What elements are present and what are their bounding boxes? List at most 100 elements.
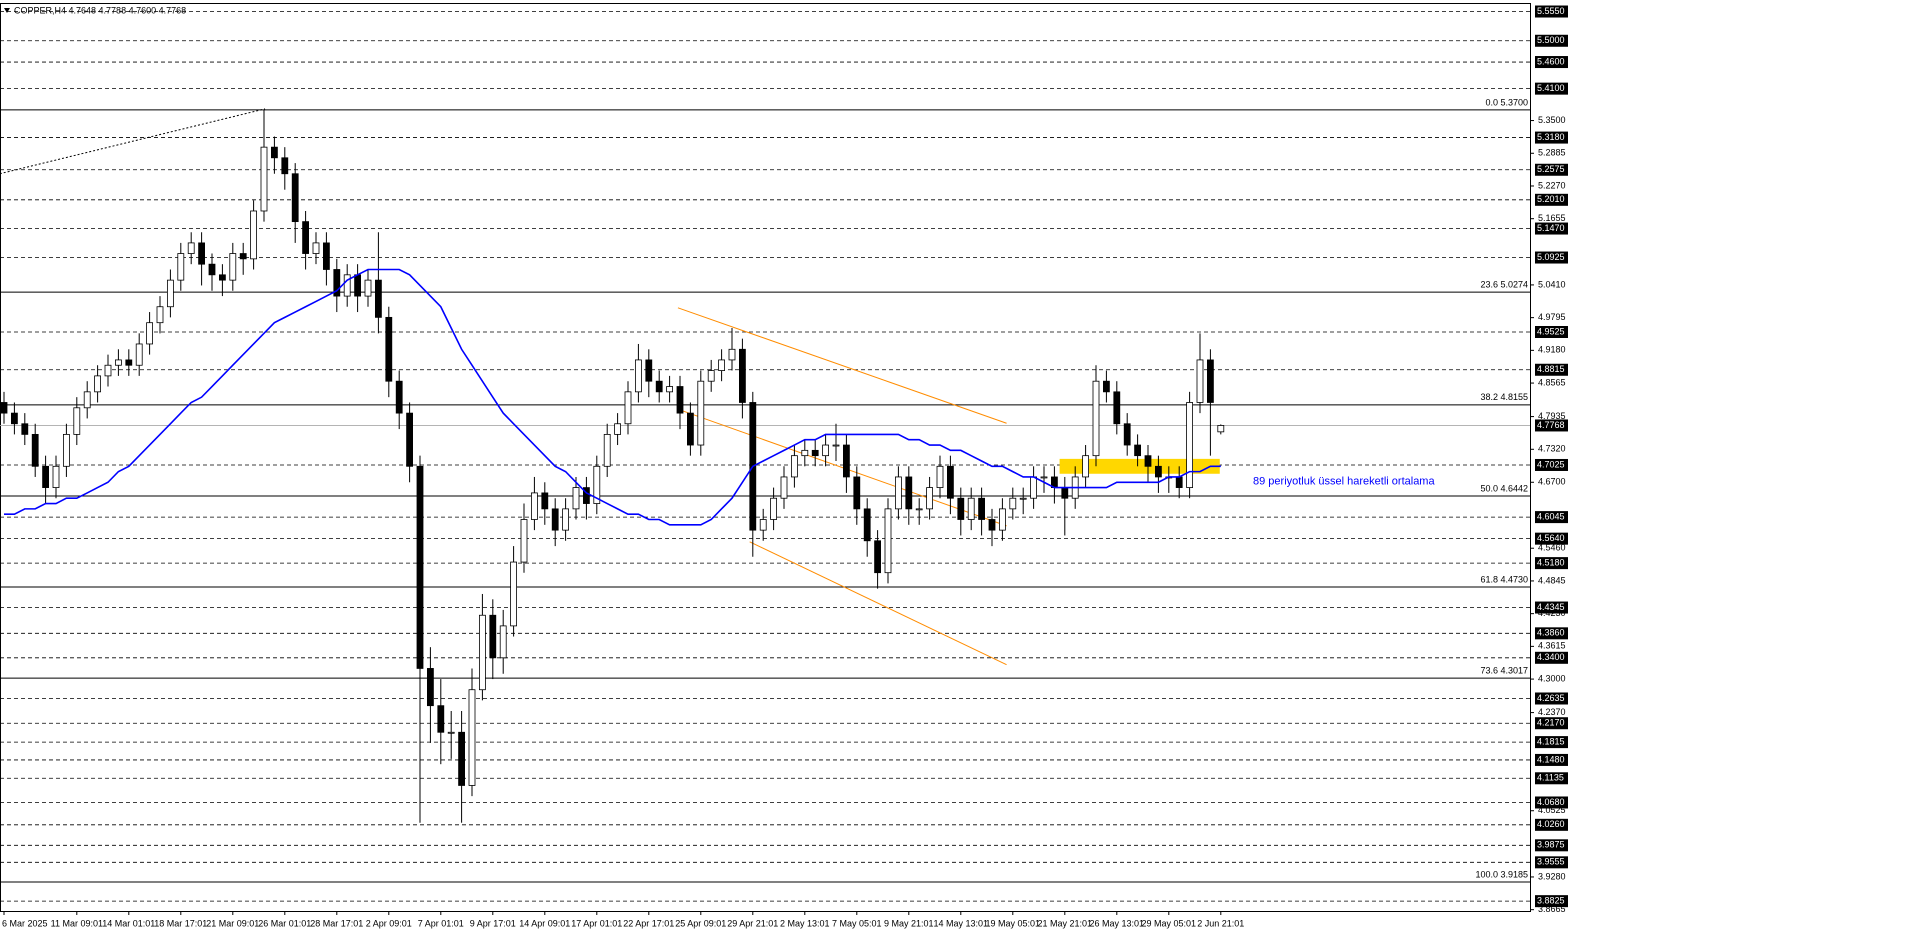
candle-body <box>1092 380 1100 457</box>
candle-body <box>843 444 850 478</box>
chart-title: COPPER,H4 4.7648 4.7788 4.7600 4.7768 <box>14 5 186 15</box>
candle-body <box>250 210 258 260</box>
level-label: 4.3860 <box>1537 628 1565 638</box>
fib-label: 100.0 3.9185 <box>1475 869 1528 879</box>
x-tick-label: 25 Apr 09:01 <box>675 918 726 928</box>
level-label-box <box>1535 895 1568 908</box>
candle-body <box>759 519 767 531</box>
fib-label: 73.6 4.3017 <box>1480 666 1528 676</box>
candle-body <box>666 386 673 393</box>
level-label-box <box>1535 627 1568 640</box>
x-tick-label: 2 Jun 21:01 <box>1197 918 1244 928</box>
menu-arrow[interactable] <box>4 8 10 13</box>
candle-body <box>94 375 101 393</box>
x-tick-label: 9 Apr 17:01 <box>470 918 516 928</box>
candle-body <box>10 412 18 425</box>
y-tick-label: 5.3500 <box>1538 115 1566 125</box>
y-tick-label: 5.2885 <box>1538 148 1566 158</box>
candle-body <box>780 476 788 499</box>
candle-body <box>593 465 601 504</box>
level-label: 4.0260 <box>1537 819 1565 829</box>
candle-body <box>302 221 310 254</box>
candle-body <box>957 497 965 520</box>
candle-body <box>1030 476 1037 499</box>
level-label: 3.9875 <box>1537 840 1565 850</box>
candle-body <box>437 705 445 733</box>
candle-body <box>926 487 933 510</box>
level-label-box <box>1535 5 1568 18</box>
level-label: 4.3400 <box>1537 652 1565 662</box>
x-tick-label: 2 Apr 09:01 <box>366 918 412 928</box>
level-label: 4.4345 <box>1537 602 1565 612</box>
candle-body <box>73 407 81 435</box>
level-label-box <box>1535 34 1568 47</box>
candle-body <box>156 306 164 324</box>
candle-body <box>354 274 362 297</box>
candle-body <box>687 412 694 446</box>
candle-body <box>1009 497 1017 510</box>
level-label: 4.1135 <box>1537 773 1564 783</box>
candle-body <box>447 731 455 734</box>
candle-body <box>270 146 278 159</box>
candle-body <box>1123 423 1131 446</box>
level-label-box <box>1535 717 1568 730</box>
level-label-box <box>1535 796 1568 809</box>
y-tick-label: 3.9280 <box>1538 871 1566 881</box>
candle-body <box>115 359 122 366</box>
candle-body <box>312 242 320 254</box>
candle-body <box>770 497 777 520</box>
level-label-box <box>1535 692 1568 705</box>
candle-body <box>884 508 892 574</box>
level-label-box <box>1535 511 1568 524</box>
y-tick-label: 4.3615 <box>1538 641 1566 651</box>
candle-body <box>0 402 8 414</box>
level-label-box <box>1535 753 1568 766</box>
level-label: 5.2010 <box>1537 194 1565 204</box>
candle-body <box>281 157 289 175</box>
level-label: 4.0680 <box>1537 797 1565 807</box>
level-label: 4.5640 <box>1537 533 1565 543</box>
candle-body <box>655 380 663 393</box>
candle-body <box>187 242 195 254</box>
candle-body <box>416 465 424 669</box>
candle-body <box>718 359 725 371</box>
candle-body <box>874 540 881 574</box>
candle-body <box>364 279 372 297</box>
level-label-box <box>1535 856 1568 869</box>
candle-body <box>374 279 382 318</box>
x-tick-label: 26 May 13:01 <box>1090 918 1145 928</box>
candle-body <box>895 476 902 510</box>
candle-body <box>624 391 632 425</box>
level-label: 5.4600 <box>1537 56 1565 66</box>
candle-body <box>42 465 49 488</box>
candle-body <box>208 263 216 276</box>
candle-body <box>1155 465 1162 478</box>
candle-body <box>915 508 923 511</box>
x-tick-label: 21 May 21:01 <box>1038 918 1093 928</box>
candle-body <box>603 433 611 467</box>
candle-body <box>104 364 112 377</box>
candle-body <box>853 476 861 510</box>
level-label-box <box>1535 818 1568 831</box>
x-tick-label: 14 Mar 01:01 <box>102 918 155 928</box>
candle-body <box>135 343 143 366</box>
candle-body <box>832 444 840 447</box>
y-tick-label: 4.7935 <box>1538 411 1566 421</box>
candle-body <box>291 173 299 223</box>
candle-body <box>1134 444 1141 457</box>
candle-body <box>1196 359 1204 403</box>
candle-body <box>260 146 268 212</box>
fib-label: 38.2 4.8155 <box>1480 392 1528 402</box>
candle-body <box>385 316 393 382</box>
y-tick-label: 4.7320 <box>1538 444 1566 454</box>
candle-body <box>697 380 705 446</box>
x-tick-label: 11 Mar 09:01 <box>51 918 103 928</box>
candle-body <box>343 274 351 297</box>
y-tick-label: 4.0525 <box>1538 805 1566 815</box>
level-label: 4.1480 <box>1537 754 1565 764</box>
y-tick-label: 4.4845 <box>1538 575 1566 585</box>
level-label: 4.5180 <box>1537 557 1565 567</box>
y-tick-label: 4.5460 <box>1538 543 1566 553</box>
